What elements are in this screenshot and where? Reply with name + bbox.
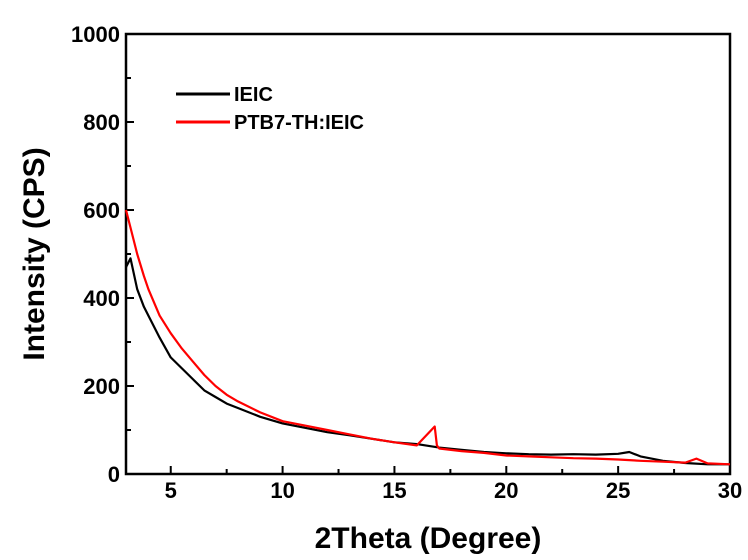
- legend-label: PTB7-TH:IEIC: [234, 112, 364, 134]
- y-tick-label: 1000: [71, 22, 120, 47]
- y-tick-label: 0: [108, 462, 120, 487]
- x-tick-label: 10: [270, 478, 294, 503]
- x-axis-title: 2Theta (Degree): [315, 522, 542, 555]
- x-tick-label: 30: [718, 478, 742, 503]
- x-tick-label: 5: [165, 478, 177, 503]
- series-line-ptb7-th-ieic: [124, 209, 731, 466]
- legend: IEIC PTB7-TH:IEIC: [176, 84, 364, 134]
- x-axis-ticks: 5 10 15 20 25 30: [165, 466, 742, 503]
- x-tick-label: 25: [606, 478, 630, 503]
- y-axis-ticks: 0 200 400 600 800 1000: [71, 22, 134, 487]
- y-tick-label: 400: [83, 286, 120, 311]
- series-lines: [124, 209, 731, 466]
- x-tick-label: 20: [494, 478, 518, 503]
- axes: [124, 32, 732, 476]
- y-tick-label: 800: [83, 110, 120, 135]
- y-axis-title: Intensity (CPS): [18, 147, 51, 360]
- plot-frame: [124, 32, 732, 476]
- y-tick-label: 600: [83, 198, 120, 223]
- y-tick-label: 200: [83, 374, 120, 399]
- x-tick-label: 15: [382, 478, 406, 503]
- legend-label: IEIC: [234, 84, 273, 106]
